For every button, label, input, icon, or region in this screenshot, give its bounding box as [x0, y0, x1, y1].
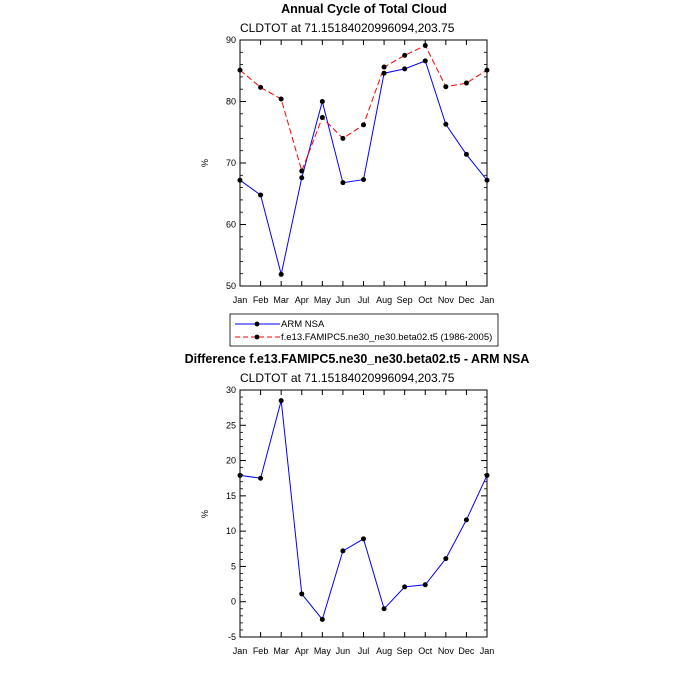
legend-marker-model: [254, 334, 260, 340]
y-tick-label: 10: [226, 526, 236, 536]
y-tick-label: 70: [226, 158, 236, 168]
data-point: [361, 177, 366, 183]
series-layer: [237, 43, 490, 277]
data-point: [381, 70, 387, 76]
x-tick-label: Nov: [438, 646, 455, 656]
x-tick-label: Feb: [253, 646, 269, 656]
series-line-0: [239, 400, 488, 621]
x-tick-label: Nov: [438, 295, 455, 305]
annual-cycle-chart: Annual Cycle of Total Cloud CLDTOT at 71…: [200, 2, 494, 305]
difference-chart: Difference f.e13.FAMIPC5.ne30_ne30.beta0…: [185, 352, 530, 656]
x-tick-label: Apr: [295, 646, 309, 656]
y-tick-label: 25: [226, 420, 236, 430]
data-point: [443, 556, 449, 562]
chart-title: Annual Cycle of Total Cloud: [281, 2, 447, 16]
data-point: [463, 517, 469, 523]
x-tick-label: Jan: [233, 295, 248, 305]
x-tick-label: Jul: [358, 295, 370, 305]
data-point: [402, 584, 408, 590]
series-layer: [237, 398, 490, 622]
y-tick-label: 0: [231, 597, 236, 607]
chart-title: Difference f.e13.FAMIPC5.ne30_ne30.beta0…: [185, 352, 530, 366]
data-point: [402, 66, 408, 72]
plot-frame: [239, 39, 488, 287]
data-point: [278, 96, 284, 102]
y-axis-label: %: [200, 510, 210, 518]
data-point: [463, 80, 469, 86]
data-point: [258, 475, 264, 481]
series-line-0: [239, 60, 488, 275]
y-tick-label: 60: [226, 220, 236, 230]
data-point: [443, 84, 449, 90]
data-point: [463, 151, 469, 157]
chart-subtitle: CLDTOT at 71.15184020996094,203.75: [240, 371, 455, 385]
data-point: [278, 398, 284, 404]
tick-layer: Jan Feb Mar Apr May Jun Jul Aug Sep Oct Nov Dec Jan -…: [226, 385, 494, 656]
series-line-1: [239, 44, 488, 173]
y-tick-label: 90: [226, 35, 236, 45]
x-tick-label: Feb: [253, 295, 269, 305]
x-tick-label: Jul: [358, 646, 370, 656]
x-tick-label: Dec: [458, 295, 475, 305]
data-point: [299, 591, 305, 597]
x-tick-label: Dec: [458, 646, 475, 656]
y-tick-label: 15: [226, 491, 236, 501]
data-point: [422, 58, 428, 64]
data-point: [278, 271, 284, 277]
y-tick-label: 5: [231, 561, 236, 571]
x-tick-label: Aug: [376, 646, 392, 656]
x-tick-label: Jun: [336, 646, 351, 656]
y-tick-label: 50: [226, 281, 236, 291]
x-tick-label: Apr: [295, 295, 309, 305]
x-tick-label: Jan: [480, 295, 495, 305]
data-point: [299, 168, 305, 174]
x-tick-label: Sep: [397, 646, 413, 656]
x-tick-label: Jan: [233, 646, 248, 656]
x-tick-label: Jun: [336, 295, 351, 305]
data-point: [340, 180, 346, 186]
data-point: [422, 43, 428, 49]
data-point: [340, 548, 346, 554]
data-point: [319, 114, 325, 120]
y-tick-label: 20: [226, 456, 236, 466]
x-tick-label: Oct: [418, 646, 433, 656]
data-point: [258, 192, 264, 198]
data-point: [381, 64, 387, 70]
data-point: [361, 536, 366, 542]
y-tick-label: -5: [228, 632, 236, 642]
legend-label-arm-nsa: ARM NSA: [281, 319, 325, 330]
y-axis-label: %: [200, 159, 210, 167]
x-tick-label: Mar: [273, 295, 289, 305]
data-point: [422, 582, 428, 588]
tick-layer: Jan Feb Mar Apr May Jun Jul Aug Sep Oct Nov Dec Jan 5…: [226, 35, 494, 305]
x-tick-label: Sep: [397, 295, 413, 305]
data-point: [361, 122, 366, 128]
data-point: [258, 84, 264, 90]
data-point: [299, 175, 305, 181]
legend-box: [229, 313, 499, 347]
data-point: [319, 616, 325, 622]
x-tick-label: Oct: [418, 295, 433, 305]
x-tick-label: May: [314, 295, 332, 305]
legend-label-model: f.e13.FAMIPC5.ne30_ne30.beta02.t5 (1986-…: [281, 332, 492, 343]
x-tick-label: Aug: [376, 295, 392, 305]
x-tick-label: Jan: [480, 646, 495, 656]
legend-marker-arm-nsa: [254, 321, 260, 327]
y-tick-label: 30: [226, 385, 236, 395]
data-point: [381, 606, 387, 612]
x-tick-label: Mar: [273, 646, 289, 656]
x-tick-label: May: [314, 646, 332, 656]
data-point: [443, 121, 449, 127]
legend: ARM NSA f.e13.FAMIPC5.ne30_ne30.beta02.t…: [229, 313, 499, 347]
y-tick-label: 80: [226, 97, 236, 107]
data-point: [402, 52, 408, 58]
plot-frame: [239, 389, 488, 638]
data-point: [340, 135, 346, 141]
data-point: [319, 99, 325, 104]
chart-subtitle: CLDTOT at 71.15184020996094,203.75: [240, 21, 455, 35]
